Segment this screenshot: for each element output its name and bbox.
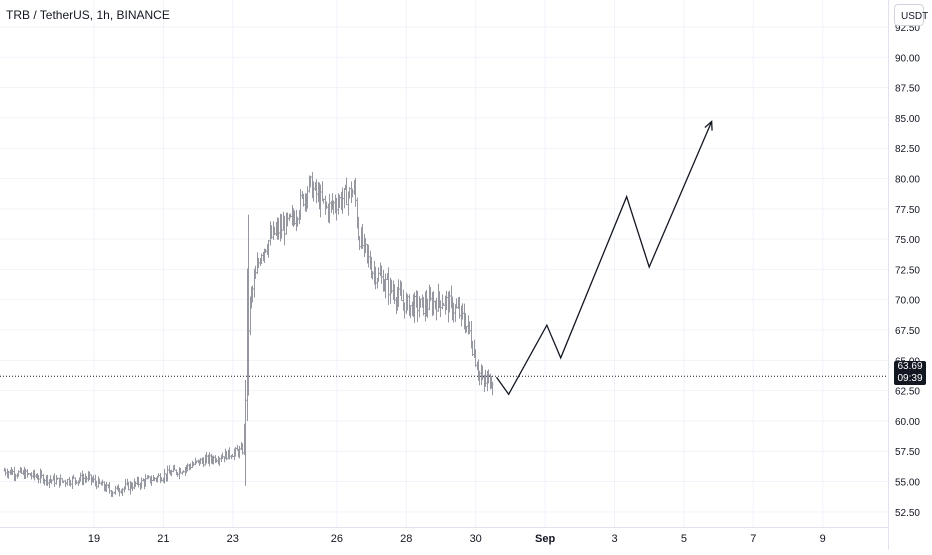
grid-lines bbox=[0, 0, 888, 527]
projection-path bbox=[495, 121, 713, 396]
price-tick-label: 87.50 bbox=[895, 84, 920, 95]
price-bars bbox=[3, 172, 494, 498]
time-tick-label: 26 bbox=[331, 533, 343, 545]
price-tick-label: 52.50 bbox=[895, 508, 920, 519]
price-tick-label: 85.00 bbox=[895, 114, 920, 125]
price-tick-label: 70.00 bbox=[895, 296, 920, 307]
time-tick-label: Sep bbox=[535, 533, 555, 545]
projection-drawing[interactable] bbox=[495, 120, 713, 396]
time-tick-label: 3 bbox=[611, 533, 617, 545]
time-axis: 19 21 23 26 28 30 Sep 3 5 7 9 bbox=[0, 527, 888, 545]
price-tick-label: 90.00 bbox=[895, 53, 920, 64]
price-tick-label: 72.50 bbox=[895, 265, 920, 276]
time-tick-label: 9 bbox=[820, 533, 826, 545]
price-tick-label: 82.50 bbox=[895, 144, 920, 155]
price-tick-label: 80.00 bbox=[895, 175, 920, 186]
time-tick-label: 23 bbox=[227, 533, 239, 545]
last-price-value: 63.69 bbox=[897, 361, 923, 372]
price-tick-label: 55.00 bbox=[895, 478, 920, 489]
projection-arrowhead bbox=[704, 120, 713, 131]
time-tick-label: 5 bbox=[681, 533, 687, 545]
time-tick-label: 28 bbox=[400, 533, 412, 545]
price-tick-label: 75.00 bbox=[895, 235, 920, 246]
price-axis: 52.5055.0057.5060.0062.5065.0067.5070.00… bbox=[888, 0, 920, 550]
price-tick-label: 62.50 bbox=[895, 387, 920, 398]
symbol-title: TRB / TetherUS, 1h, BINANCE bbox=[6, 8, 170, 22]
time-tick-label: 7 bbox=[750, 533, 756, 545]
price-tick-label: 60.00 bbox=[895, 417, 920, 428]
price-tick-label: 67.50 bbox=[895, 326, 920, 337]
bar-countdown: 09:39 bbox=[897, 373, 923, 384]
price-tick-label: 57.50 bbox=[895, 447, 920, 458]
price-tick-label: 92.50 bbox=[895, 23, 920, 34]
currency-button[interactable]: USDT bbox=[894, 4, 928, 26]
time-tick-label: 21 bbox=[157, 533, 169, 545]
price-tick-label: 77.50 bbox=[895, 205, 920, 216]
last-price-badge: 63.69 09:39 bbox=[894, 361, 926, 385]
time-tick-label: 19 bbox=[88, 533, 100, 545]
time-tick-label: 30 bbox=[470, 533, 482, 545]
